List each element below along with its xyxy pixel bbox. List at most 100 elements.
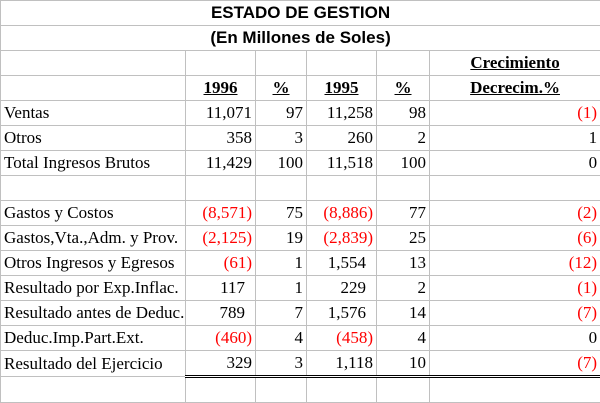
- cell-growth[interactable]: (7): [430, 351, 600, 377]
- cell-v1995[interactable]: 1,554: [307, 251, 377, 276]
- growth-header-line1: Crecimiento: [470, 53, 559, 72]
- cell-v1995[interactable]: 229: [307, 276, 377, 301]
- cell[interactable]: [377, 176, 430, 201]
- cell-growth[interactable]: 0: [430, 151, 600, 176]
- cell[interactable]: [307, 51, 377, 76]
- cell[interactable]: [377, 377, 430, 403]
- cell-p1996[interactable]: 1: [256, 276, 307, 301]
- cell-p1995[interactable]: 4: [377, 326, 430, 351]
- cell-p1996[interactable]: 19: [256, 226, 307, 251]
- growth-header-line2: Decrecim.%: [470, 78, 560, 97]
- cell-p1995[interactable]: 25: [377, 226, 430, 251]
- cell-p1995[interactable]: 98: [377, 101, 430, 126]
- cell-p1995[interactable]: 10: [377, 351, 430, 377]
- cell-p1995[interactable]: 100: [377, 151, 430, 176]
- cell-v1996[interactable]: 11,429: [186, 151, 256, 176]
- row-label[interactable]: Otros Ingresos y Egresos: [1, 251, 186, 276]
- cell-growth[interactable]: (1): [430, 276, 600, 301]
- cell-v1995[interactable]: 11,518: [307, 151, 377, 176]
- cell-p1996[interactable]: 100: [256, 151, 307, 176]
- cell-v1995[interactable]: (458): [307, 326, 377, 351]
- table-row: Gastos y Costos(8,571)75(8,886)77(2): [1, 201, 600, 226]
- row-label[interactable]: Resultado antes de Deduc.: [1, 301, 186, 326]
- cell-p1996[interactable]: 75: [256, 201, 307, 226]
- growth-header-cell[interactable]: Crecimiento: [430, 51, 600, 76]
- row-label[interactable]: Gastos,Vta.,Adm. y Prov.: [1, 226, 186, 251]
- cell-p1996[interactable]: 4: [256, 326, 307, 351]
- empty-row: [1, 176, 600, 201]
- cell-p1995[interactable]: 14: [377, 301, 430, 326]
- sheet-title[interactable]: ESTADO DE GESTION: [1, 1, 600, 26]
- row-label[interactable]: Resultado del Ejercicio: [1, 351, 186, 377]
- cell-growth[interactable]: (1): [430, 101, 600, 126]
- cell-growth[interactable]: (7): [430, 301, 600, 326]
- empty-row: [1, 377, 600, 403]
- row-label[interactable]: Total Ingresos Brutos: [1, 151, 186, 176]
- cell-v1996[interactable]: 329: [186, 351, 256, 377]
- header-1996[interactable]: 1996: [186, 76, 256, 101]
- cell[interactable]: [256, 377, 307, 403]
- cell[interactable]: [186, 176, 256, 201]
- cell[interactable]: [1, 377, 186, 403]
- cell[interactable]: [430, 176, 600, 201]
- row-label[interactable]: Ventas: [1, 101, 186, 126]
- cell-growth[interactable]: (6): [430, 226, 600, 251]
- cell[interactable]: [1, 76, 186, 101]
- cell[interactable]: [1, 51, 186, 76]
- cell-p1995[interactable]: 2: [377, 126, 430, 151]
- cell-v1996[interactable]: 11,071: [186, 101, 256, 126]
- cell-v1996[interactable]: 789: [186, 301, 256, 326]
- table-row: Gastos,Vta.,Adm. y Prov.(2,125)19(2,839)…: [1, 226, 600, 251]
- cell-v1995[interactable]: 11,258: [307, 101, 377, 126]
- header-pct-1996[interactable]: %: [256, 76, 307, 101]
- cell[interactable]: [256, 51, 307, 76]
- growth-header-cell-2[interactable]: Decrecim.%: [430, 76, 600, 101]
- header-1995[interactable]: 1995: [307, 76, 377, 101]
- cell-p1996[interactable]: 1: [256, 251, 307, 276]
- row-label[interactable]: Gastos y Costos: [1, 201, 186, 226]
- header-pct-text: %: [273, 78, 290, 97]
- cell-p1996[interactable]: 97: [256, 101, 307, 126]
- row-label[interactable]: Deduc.Imp.Part.Ext.: [1, 326, 186, 351]
- cell[interactable]: [307, 377, 377, 403]
- cell-growth[interactable]: 0: [430, 326, 600, 351]
- cell-growth[interactable]: (12): [430, 251, 600, 276]
- cell-v1995[interactable]: (2,839): [307, 226, 377, 251]
- cell-v1996[interactable]: (2,125): [186, 226, 256, 251]
- cell-v1995[interactable]: 1,118: [307, 351, 377, 377]
- cell-p1996[interactable]: 3: [256, 126, 307, 151]
- cell-p1995[interactable]: 13: [377, 251, 430, 276]
- cell[interactable]: [186, 51, 256, 76]
- cell[interactable]: [307, 176, 377, 201]
- cell[interactable]: [1, 176, 186, 201]
- cell[interactable]: [186, 377, 256, 403]
- cell-v1996[interactable]: (61): [186, 251, 256, 276]
- row-label[interactable]: Otros: [1, 126, 186, 151]
- header-1995-text: 1995: [325, 78, 359, 97]
- cell-v1995[interactable]: 260: [307, 126, 377, 151]
- cell-v1996[interactable]: 358: [186, 126, 256, 151]
- cell-v1995[interactable]: 1,576: [307, 301, 377, 326]
- cell-p1996[interactable]: 3: [256, 351, 307, 377]
- header-pct-1995[interactable]: %: [377, 76, 430, 101]
- cell-p1995[interactable]: 2: [377, 276, 430, 301]
- cell-p1996[interactable]: 7: [256, 301, 307, 326]
- cell-v1995[interactable]: (8,886): [307, 201, 377, 226]
- cell[interactable]: [377, 51, 430, 76]
- header-1996-text: 1996: [204, 78, 238, 97]
- cell-v1996[interactable]: (8,571): [186, 201, 256, 226]
- cell[interactable]: [256, 176, 307, 201]
- cell-v1996[interactable]: (460): [186, 326, 256, 351]
- row-label[interactable]: Resultado por Exp.Inflac.: [1, 276, 186, 301]
- sheet-subtitle[interactable]: (En Millones de Soles): [1, 26, 600, 51]
- cell-p1995[interactable]: 77: [377, 201, 430, 226]
- cell-growth[interactable]: (2): [430, 201, 600, 226]
- header-pct-text: %: [395, 78, 412, 97]
- cell-growth[interactable]: 1: [430, 126, 600, 151]
- cell[interactable]: [430, 377, 600, 403]
- cell-v1996[interactable]: 117: [186, 276, 256, 301]
